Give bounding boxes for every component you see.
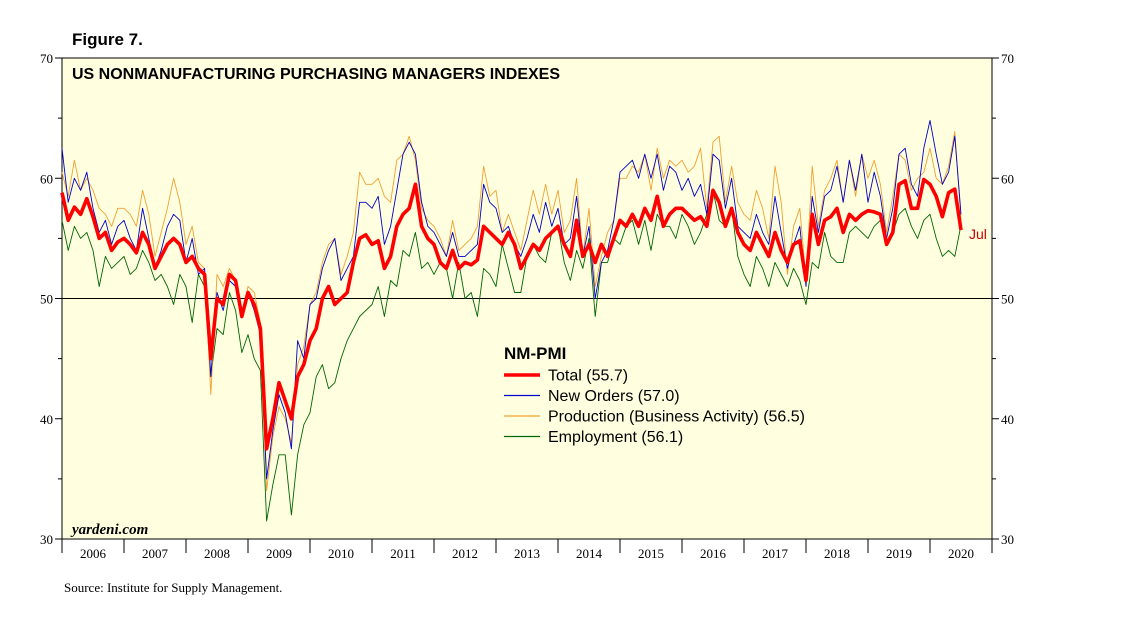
y-tick-label-left: 40	[40, 412, 53, 427]
y-tick-label-right: 30	[1001, 532, 1014, 547]
legend: NM-PMI Total (55.7) New Orders (57.0) Prod…	[504, 344, 805, 446]
chart-title: US NONMANUFACTURING PURCHASING MANAGERS …	[72, 66, 560, 83]
x-tick-label: 2010	[328, 546, 354, 561]
end-label-jul: Jul	[969, 226, 987, 242]
legend-label-production: Production (Business Activity) (56.5)	[548, 409, 805, 426]
x-tick-label: 2016	[700, 546, 727, 561]
y-tick-label-left: 50	[40, 292, 53, 307]
legend-title: NM-PMI	[504, 344, 566, 363]
x-tick-label: 2007	[142, 546, 169, 561]
x-tick-label: 2012	[452, 546, 478, 561]
x-tick-label: 2018	[824, 546, 850, 561]
x-tick-label: 2013	[514, 546, 540, 561]
series-layer	[60, 120, 963, 522]
x-tick-label: 2020	[948, 546, 974, 561]
legend-label-new-orders: New Orders (57.0)	[548, 388, 680, 405]
x-tick-label: 2017	[762, 546, 789, 561]
figure-label: Figure 7.	[72, 30, 143, 49]
y-tick-label-left: 60	[40, 171, 53, 186]
x-tick-label: 2008	[204, 546, 230, 561]
source-note: Source: Institute for Supply Management.	[64, 580, 283, 595]
legend-label-employment: Employment (56.1)	[548, 429, 683, 446]
y-axis-left: 30 40 50 60 70	[40, 51, 53, 547]
x-axis: 2006 2007 2008 2009 2010 2011 2012 2013 2014 2015…	[61, 539, 993, 561]
y-tick-label-right: 60	[1001, 171, 1014, 186]
series-line-total	[60, 177, 963, 451]
y-tick-label-right: 70	[1001, 51, 1014, 66]
x-tick-label: 2015	[638, 546, 664, 561]
legend-label-total: Total (55.7)	[548, 368, 628, 385]
y-tick-label-left: 70	[40, 51, 53, 66]
y-tick-label-left: 30	[40, 532, 53, 547]
x-tick-label: 2009	[266, 546, 292, 561]
x-tick-label: 2006	[80, 546, 107, 561]
y-tick-label-right: 40	[1001, 412, 1014, 427]
y-axis-right: 30 40 50 60 70	[1001, 51, 1014, 547]
axis-ticks	[55, 57, 999, 540]
x-tick-label: 2019	[886, 546, 912, 561]
series-line-production	[61, 130, 962, 492]
x-tick-label: 2011	[390, 546, 416, 561]
y-tick-label-right: 50	[1001, 292, 1014, 307]
x-tick-label: 2014	[576, 546, 603, 561]
watermark: yardeni.com	[70, 522, 148, 538]
